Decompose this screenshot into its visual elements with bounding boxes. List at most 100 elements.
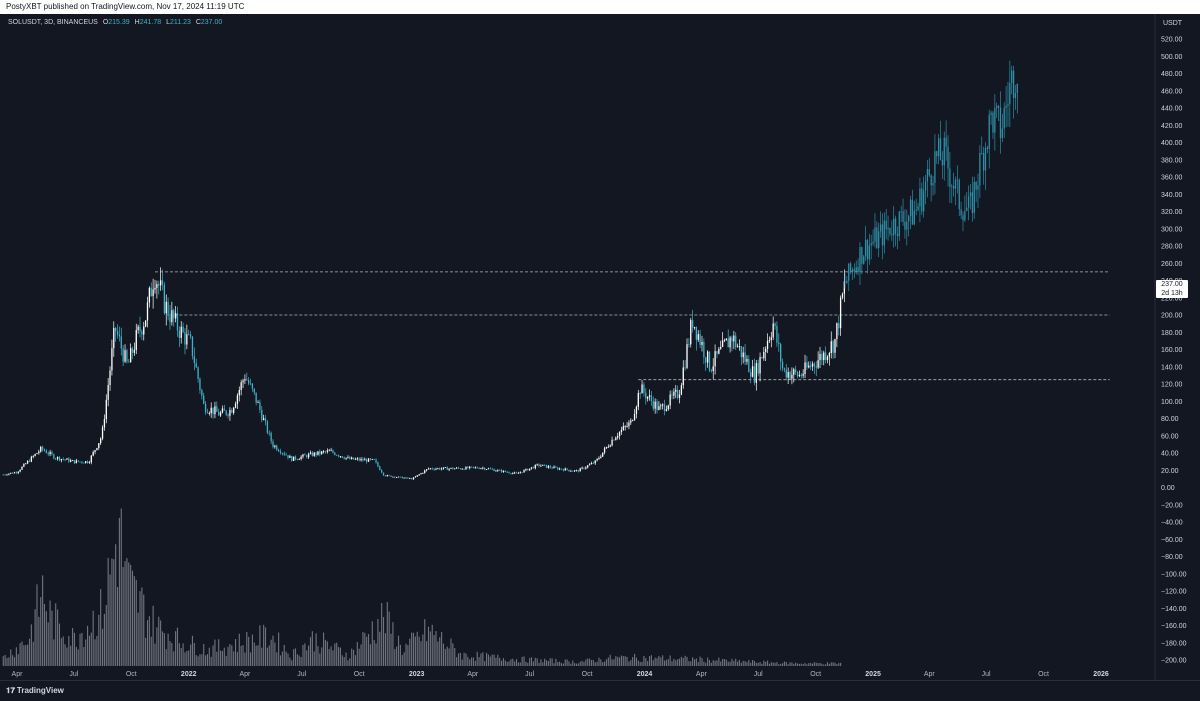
volume-bar bbox=[154, 643, 156, 666]
projection-candle bbox=[943, 131, 945, 181]
volume-bar bbox=[813, 662, 815, 666]
volume-bar bbox=[523, 656, 525, 666]
volume-bar bbox=[461, 659, 463, 666]
volume-bar bbox=[823, 664, 825, 666]
volume-bar bbox=[598, 657, 600, 666]
volume-bar bbox=[611, 659, 613, 666]
volume-bar bbox=[729, 661, 731, 666]
price-candle bbox=[540, 464, 542, 467]
volume-bar bbox=[602, 662, 604, 666]
projection-candle bbox=[988, 109, 990, 169]
volume-bar bbox=[703, 661, 705, 666]
volume-bar bbox=[718, 657, 720, 666]
volume-bar bbox=[139, 591, 141, 666]
last-price-tag: 237.00 2d 13h bbox=[1156, 280, 1188, 298]
volume-bar bbox=[656, 658, 658, 666]
price-candle bbox=[435, 467, 437, 471]
volume-bar bbox=[495, 657, 497, 666]
volume-bar bbox=[298, 655, 300, 666]
volume-bar bbox=[412, 632, 415, 666]
price-candle bbox=[186, 324, 188, 350]
price-candle bbox=[832, 339, 834, 359]
time-tick-label: 2025 bbox=[865, 671, 881, 678]
volume-bar bbox=[126, 558, 128, 666]
price-candle bbox=[199, 377, 201, 394]
volume-bar bbox=[263, 624, 265, 666]
chart-legend: SOLUSDT, 3D, BINANCEUS O215.39 H241.78 L… bbox=[8, 19, 222, 26]
time-tick-label: Jul bbox=[69, 671, 78, 678]
volume-bar bbox=[236, 652, 238, 666]
price-candle bbox=[714, 344, 716, 375]
projection-candle bbox=[975, 180, 977, 203]
price-candle bbox=[139, 316, 141, 338]
price-candle bbox=[763, 346, 765, 361]
price-candle bbox=[454, 468, 456, 470]
volume-bar bbox=[382, 617, 385, 666]
volume-bar bbox=[193, 643, 195, 666]
price-candle bbox=[480, 467, 482, 470]
volume-bar bbox=[332, 650, 334, 666]
volume-bar bbox=[390, 633, 392, 666]
volume-bar bbox=[650, 655, 652, 666]
projection-candle bbox=[883, 212, 885, 254]
volume-bar bbox=[107, 557, 109, 666]
price-candle bbox=[360, 457, 362, 462]
close-value: 237.00 bbox=[200, 19, 223, 26]
volume-bar bbox=[208, 647, 210, 666]
price-candle bbox=[251, 383, 254, 392]
chart-frame[interactable]: 520.00 500.00 480.00 460.00 440.00 420.00 400.… bbox=[0, 14, 1200, 680]
tradingview-logo[interactable]: 𝟏𝟕 TradingView bbox=[6, 686, 64, 696]
volume-bar bbox=[427, 626, 430, 666]
volume-bar bbox=[748, 659, 750, 666]
volume-bar bbox=[450, 638, 452, 666]
volume-bar bbox=[562, 663, 564, 666]
volume-bar bbox=[377, 619, 379, 666]
price-candle bbox=[304, 452, 306, 456]
volume-bar bbox=[742, 660, 744, 666]
volume-bar bbox=[6, 657, 8, 666]
volume-bar bbox=[643, 655, 645, 666]
price-candle bbox=[787, 367, 789, 385]
volume-bar bbox=[519, 662, 521, 666]
volume-bar bbox=[178, 643, 180, 666]
price-tick-label: 220.00 bbox=[1161, 295, 1183, 302]
volume-bar bbox=[454, 647, 456, 666]
volume-bar bbox=[351, 648, 353, 666]
volume-bar bbox=[349, 658, 351, 666]
price-candle bbox=[575, 469, 578, 472]
price-candle bbox=[113, 321, 115, 357]
price-candle bbox=[736, 343, 739, 348]
volume-bar bbox=[690, 661, 692, 666]
price-candle bbox=[176, 306, 179, 337]
projection-candle bbox=[932, 175, 934, 196]
close-key: C bbox=[195, 19, 201, 26]
volume-bar bbox=[135, 579, 137, 666]
price-candle bbox=[362, 457, 364, 462]
publisher-bar: PostyXBT published on TradingView.com, N… bbox=[0, 0, 1200, 14]
price-chart[interactable]: 520.00 500.00 480.00 460.00 440.00 420.00 400.… bbox=[0, 14, 1200, 680]
volume-bar bbox=[594, 662, 596, 666]
time-tick-label: Oct bbox=[810, 671, 821, 678]
price-candle bbox=[661, 403, 664, 410]
price-candle bbox=[189, 331, 192, 340]
price-tick-label: 280.00 bbox=[1161, 244, 1183, 251]
volume-bar bbox=[615, 656, 617, 666]
volume-bar bbox=[435, 631, 437, 666]
volume-bar bbox=[81, 632, 83, 666]
volume-bar bbox=[373, 640, 375, 666]
price-candle bbox=[100, 437, 102, 446]
projection-candle bbox=[984, 142, 987, 190]
price-candle bbox=[90, 454, 92, 465]
price-candle bbox=[748, 355, 750, 373]
projection-candle bbox=[994, 94, 996, 151]
price-candle bbox=[721, 332, 724, 348]
price-candle bbox=[656, 398, 658, 414]
price-candle bbox=[317, 451, 319, 456]
volume-bar bbox=[452, 643, 454, 666]
projection-candle bbox=[962, 211, 964, 232]
volume-bar bbox=[678, 658, 681, 666]
price-tick-label: −120.00 bbox=[1161, 589, 1187, 596]
volume-bar bbox=[806, 664, 808, 666]
price-candle bbox=[334, 451, 336, 456]
volume-bar bbox=[768, 663, 770, 666]
